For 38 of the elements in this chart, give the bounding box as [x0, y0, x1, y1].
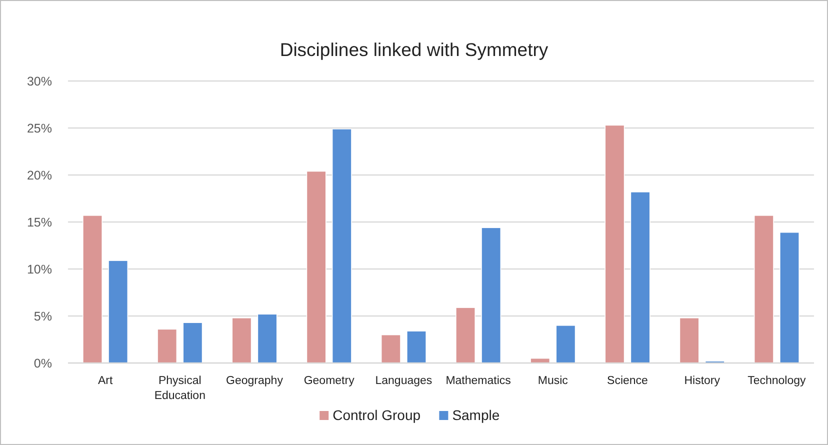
x-tick-label: Physical Education	[154, 375, 206, 402]
bar	[556, 325, 576, 364]
bar	[481, 227, 502, 364]
legend-label: Sample	[452, 407, 500, 423]
y-tick-label: 25%	[26, 121, 52, 136]
bar	[157, 328, 178, 364]
bar	[306, 170, 326, 364]
y-tick-label: 10%	[26, 262, 52, 276]
x-tick-label: Technology	[748, 375, 806, 387]
bar	[406, 330, 426, 364]
bar	[679, 317, 700, 364]
bar	[82, 215, 103, 364]
x-tick-label: Music	[538, 375, 568, 387]
y-tick-label: 0%	[34, 356, 52, 370]
bar	[232, 317, 252, 364]
y-tick-label: 30%	[26, 74, 52, 88]
bar	[754, 215, 774, 364]
bar	[630, 192, 650, 364]
y-tick-label: 5%	[34, 309, 52, 324]
bar	[257, 314, 278, 364]
bar	[182, 322, 203, 364]
x-tick-label: Languages	[375, 375, 432, 387]
x-tick-label: Geography	[226, 375, 284, 387]
legend-label: Control Group	[332, 407, 421, 423]
x-tick-label: Geometry	[304, 375, 355, 387]
bar	[456, 307, 476, 364]
bar	[332, 128, 352, 364]
x-tick-label: Mathematics	[446, 375, 512, 387]
bar	[108, 260, 128, 364]
x-tick-label: Art	[98, 375, 114, 387]
x-tick-label: Science	[607, 375, 648, 387]
bar	[779, 232, 800, 364]
y-tick-label: 20%	[26, 168, 52, 182]
chart-title: Disciplines linked with Symmetry	[280, 39, 549, 60]
bar	[604, 124, 625, 364]
x-tick-label: History	[684, 375, 720, 387]
bar	[380, 334, 401, 364]
y-tick-label: 15%	[26, 215, 52, 230]
